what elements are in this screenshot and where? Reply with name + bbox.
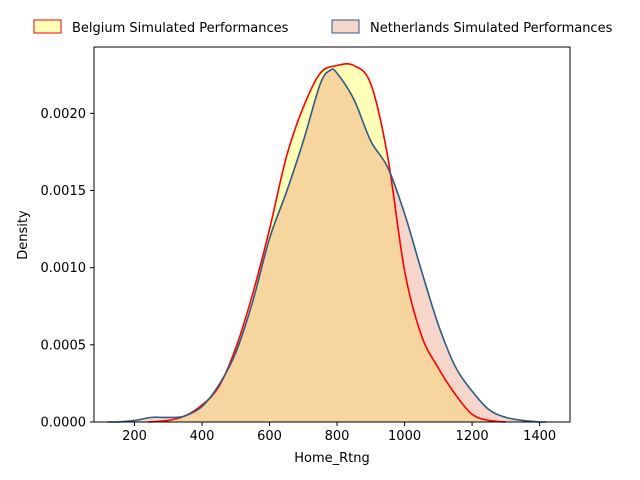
netherlands-density-area bbox=[107, 69, 547, 422]
belgium-legend-swatch bbox=[33, 19, 62, 34]
y-axis: 0.0000 0.0005 0.0010 0.0015 0.0020 bbox=[41, 107, 94, 431]
belgium-density-area bbox=[148, 63, 506, 423]
netherlands-density-line bbox=[107, 68, 547, 423]
plot-frame bbox=[93, 46, 571, 423]
y-axis-label: Density bbox=[16, 210, 31, 260]
belgium-legend-label: Belgium Simulated Performances bbox=[72, 21, 289, 36]
x-tick-label: 400 bbox=[190, 429, 215, 444]
x-axis-label: Home_Rtng bbox=[294, 451, 370, 466]
density-areas bbox=[107, 63, 547, 423]
netherlands-legend-label: Netherlands Simulated Performances bbox=[370, 21, 613, 36]
x-tick-label: 1200 bbox=[456, 429, 489, 444]
x-tick-label: 600 bbox=[257, 429, 282, 444]
x-tick-label: 1000 bbox=[388, 429, 421, 444]
x-tick-label: 200 bbox=[122, 429, 147, 444]
y-tick-label: 0.0010 bbox=[41, 261, 87, 276]
density-lines bbox=[107, 63, 547, 423]
x-tick-label: 800 bbox=[325, 429, 350, 444]
x-axis: 200 400 600 800 1000 1200 1400 bbox=[122, 422, 556, 444]
y-tick-label: 0.0005 bbox=[41, 338, 87, 353]
netherlands-legend-swatch bbox=[331, 19, 360, 34]
y-tick-label: 0.0015 bbox=[41, 184, 87, 199]
y-tick-label: 0.0000 bbox=[41, 416, 87, 431]
x-tick-label: 1400 bbox=[523, 429, 556, 444]
legend: Belgium Simulated Performances Netherland… bbox=[33, 19, 613, 36]
y-tick-label: 0.0020 bbox=[41, 107, 87, 122]
